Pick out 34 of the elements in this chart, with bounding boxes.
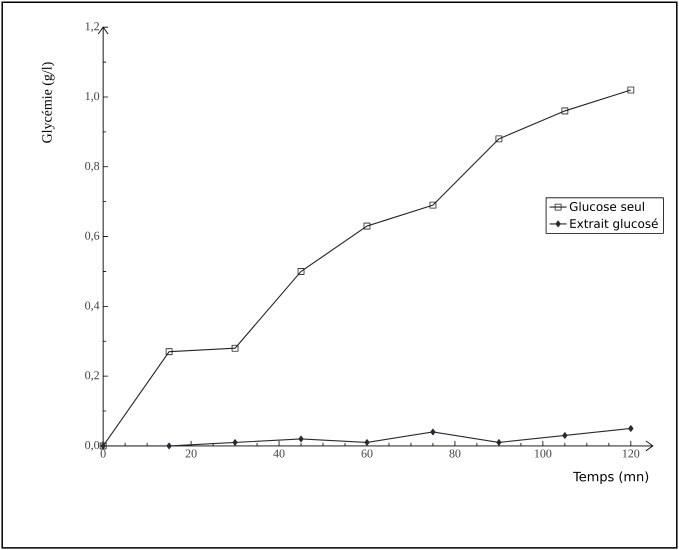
y-tick-label: 1,0 xyxy=(86,92,100,102)
x-tick-label: 20 xyxy=(186,449,197,458)
point xyxy=(364,222,370,230)
point xyxy=(562,432,568,439)
point xyxy=(364,439,370,446)
y-tick-label: 0,8 xyxy=(85,162,100,172)
point xyxy=(627,86,634,94)
point xyxy=(430,428,436,436)
legend-label: Extrait glucosé xyxy=(570,218,658,230)
point xyxy=(430,202,436,209)
y-tick-label: 0,0 xyxy=(85,441,100,451)
x-tick-label: 120 xyxy=(622,449,640,458)
y-tick-label: 0,2 xyxy=(85,371,99,381)
point xyxy=(298,436,304,442)
x-tick-label: 60 xyxy=(362,449,372,458)
x-tick-label: 100 xyxy=(534,449,552,458)
point xyxy=(232,344,238,352)
point xyxy=(166,348,172,356)
point xyxy=(628,425,634,432)
y-axis-title: Glycémie (g/l) xyxy=(42,62,55,143)
point xyxy=(496,439,502,446)
point xyxy=(298,268,304,275)
point xyxy=(561,108,568,114)
x-tick-label: 0 xyxy=(100,449,106,458)
x-tick-label: 80 xyxy=(449,449,460,458)
y-tick-label: 0,6 xyxy=(85,232,100,242)
point xyxy=(496,135,502,142)
x-axis-title: Temps (mn) xyxy=(573,471,648,484)
legend-label: Glucose seul xyxy=(570,202,644,212)
x-tick-label: 40 xyxy=(273,449,285,458)
point xyxy=(166,442,172,450)
point xyxy=(232,439,238,446)
y-tick-label: 1,2 xyxy=(86,22,99,32)
y-tick-label: 0,4 xyxy=(85,301,100,312)
